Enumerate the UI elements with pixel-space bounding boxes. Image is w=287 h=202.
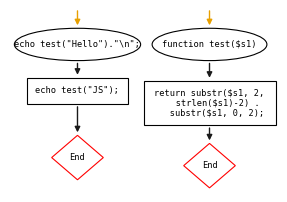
Text: End: End (202, 161, 217, 170)
Text: echo test("JS");: echo test("JS"); (36, 86, 119, 95)
Ellipse shape (14, 28, 141, 61)
Text: function test($s1): function test($s1) (162, 40, 257, 49)
Polygon shape (52, 135, 103, 180)
Ellipse shape (152, 28, 267, 61)
Bar (27, 78, 128, 104)
Text: return substr($s1, 2,
   strlen($s1)-2) .
   substr($s1, 0, 2);: return substr($s1, 2, strlen($s1)-2) . s… (154, 88, 265, 118)
Text: echo test("Hello")."\n";: echo test("Hello")."\n"; (14, 40, 141, 49)
Text: End: End (70, 153, 85, 162)
Bar (144, 81, 276, 125)
Polygon shape (184, 143, 235, 188)
